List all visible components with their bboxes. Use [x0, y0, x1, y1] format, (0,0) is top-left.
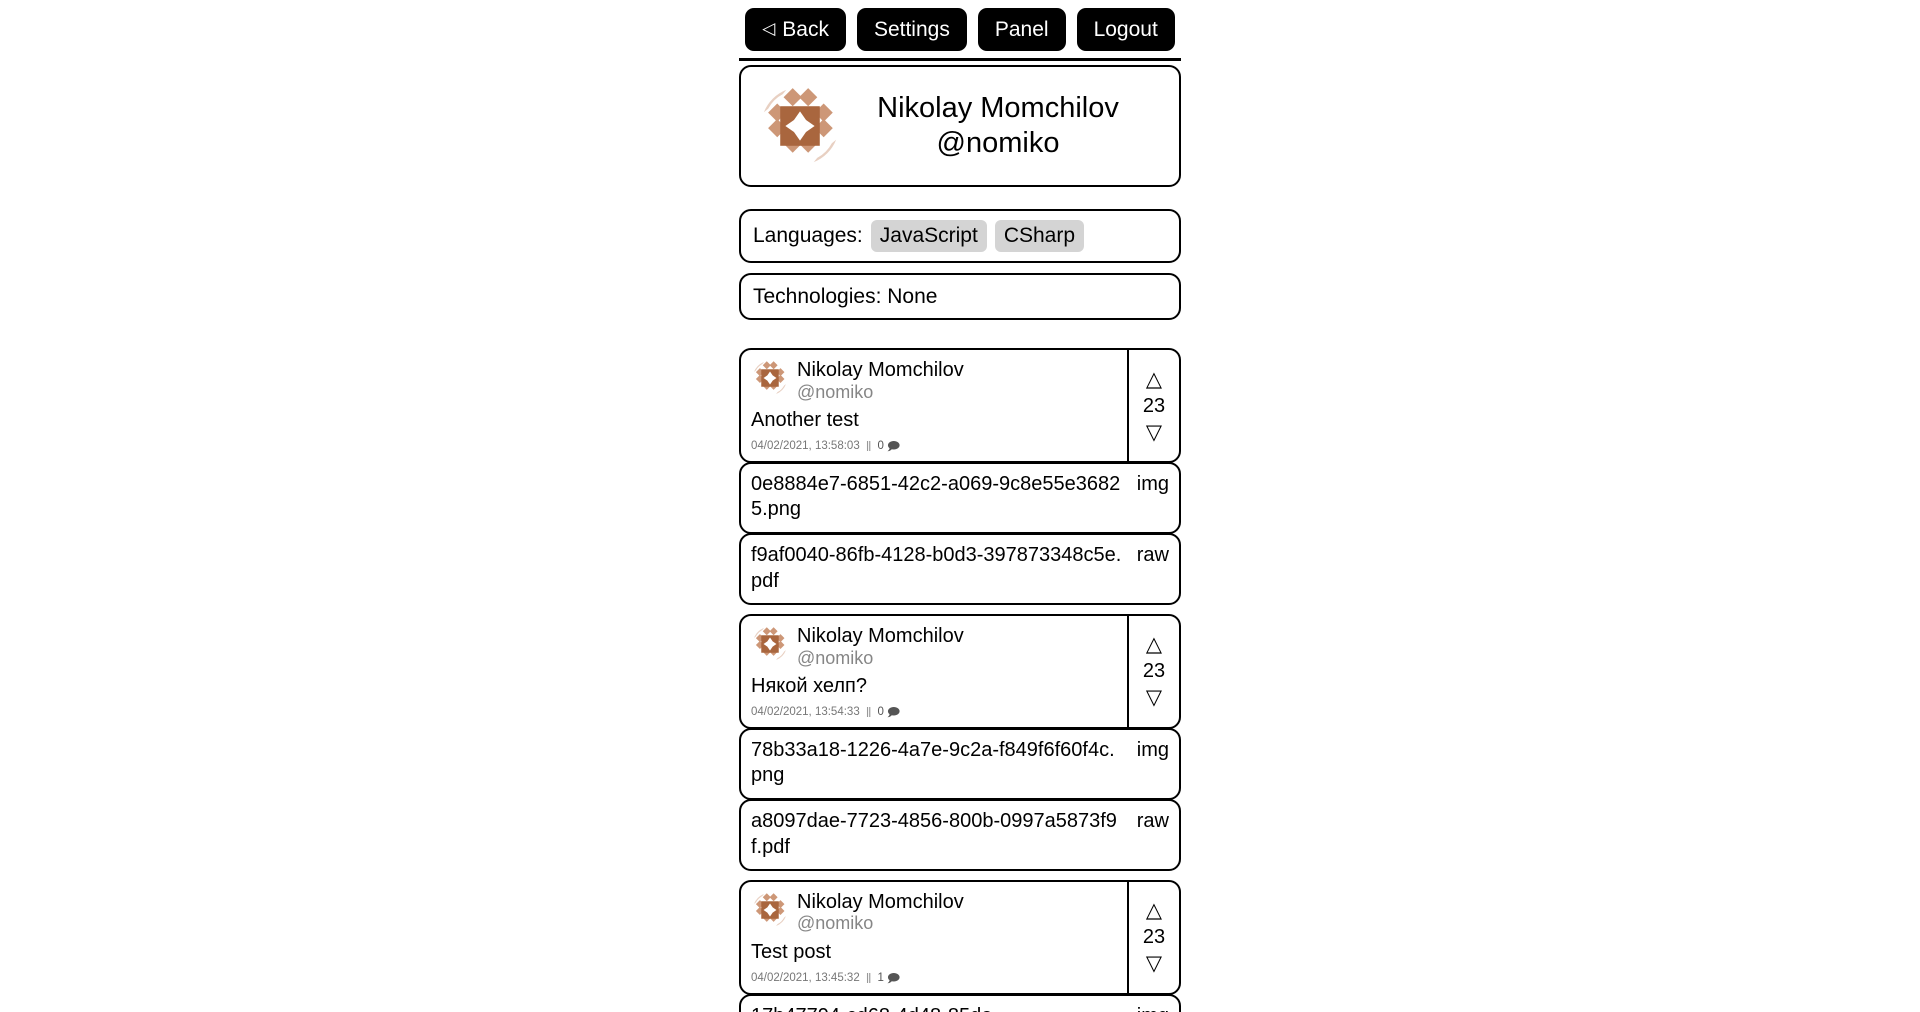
speech-bubble-icon: 🗩 [886, 704, 901, 719]
vote-column: △ 23 ▽ [1127, 882, 1179, 993]
post-footer: 04/02/2021, 13:58:03 ‖ 0 🗩 [751, 438, 1117, 454]
back-button-label: Back [782, 18, 829, 41]
upvote-icon[interactable]: △ [1145, 633, 1163, 657]
languages-label: Languages: [753, 224, 863, 248]
posts-feed: Nikolay Momchilov @nomiko Another test 0… [739, 348, 1181, 1012]
post-comment-count[interactable]: 0 🗩 [878, 706, 901, 718]
footer-separator: ‖ [865, 703, 872, 720]
speech-bubble-icon: 🗩 [886, 438, 901, 453]
vote-column: △ 23 ▽ [1127, 350, 1179, 461]
triangle-left-icon: ◁ [762, 19, 776, 38]
settings-button-label: Settings [873, 18, 950, 41]
attachment-kind[interactable]: img [1136, 738, 1169, 761]
top-navbar: ◁ Back Settings Panel Logout [0, 8, 1920, 51]
vote-score: 23 [1142, 394, 1166, 417]
profile-header-card: Nikolay Momchilov @nomiko [739, 65, 1181, 187]
upvote-icon[interactable]: △ [1145, 367, 1163, 391]
attachment-filename: f9af0040-86fb-4128-b0d3-397873348c5e.pdf [751, 543, 1122, 592]
post-title[interactable]: Another test [751, 408, 859, 431]
attachment-filename: 78b33a18-1226-4a7e-9c2a-f849f6f60f4c.png [751, 738, 1115, 787]
downvote-icon[interactable]: ▽ [1145, 420, 1163, 444]
vote-score: 23 [1142, 926, 1166, 949]
identicon-avatar [751, 359, 789, 398]
post-identity: Nikolay Momchilov @nomiko [797, 891, 964, 934]
post-author-handle: @nomiko [797, 647, 874, 668]
post-comment-count[interactable]: 1 🗩 [878, 972, 901, 984]
downvote-icon[interactable]: ▽ [1145, 686, 1163, 710]
post-identity: Nikolay Momchilov @nomiko [797, 625, 964, 668]
post-card[interactable]: Nikolay Momchilov @nomiko Another test 0… [739, 348, 1181, 463]
language-chip-csharp[interactable]: CSharp [994, 220, 1085, 253]
back-button[interactable]: ◁ Back [745, 8, 846, 51]
attachment-row[interactable]: f9af0040-86fb-4128-b0d3-397873348c5e.pdf… [739, 532, 1181, 606]
header-divider [739, 58, 1181, 61]
technologies-card: Technologies: None [739, 273, 1181, 321]
profile-name-block: Nikolay Momchilov @nomiko [843, 91, 1163, 161]
attachment-kind[interactable]: raw [1136, 809, 1169, 832]
post-block: Nikolay Momchilov @nomiko Test post 04/0… [739, 880, 1181, 1012]
vote-column: △ 23 ▽ [1127, 616, 1179, 727]
post-card[interactable]: Nikolay Momchilov @nomiko Test post 04/0… [739, 880, 1181, 995]
downvote-icon[interactable]: ▽ [1145, 952, 1163, 976]
post-main: Nikolay Momchilov @nomiko Някой хелп? 04… [741, 616, 1127, 727]
comment-count-value: 1 [877, 971, 884, 984]
post-timestamp: 04/02/2021, 13:45:32 [751, 971, 860, 984]
post-author-name: Nikolay Momchilov [797, 891, 964, 914]
identicon-avatar [751, 625, 789, 664]
post-footer: 04/02/2021, 13:45:32 ‖ 1 🗩 [751, 970, 1117, 986]
identicon-avatar [751, 891, 789, 930]
logout-button[interactable]: Logout [1076, 8, 1175, 51]
languages-card: Languages: JavaScript CSharp [739, 209, 1181, 264]
attachment-row[interactable]: a8097dae-7723-4856-800b-0997a5873f9f.pdf… [739, 798, 1181, 872]
attachment-filename: a8097dae-7723-4856-800b-0997a5873f9f.pdf [751, 809, 1117, 858]
comment-count-value: 0 [877, 705, 884, 718]
post-comment-count[interactable]: 0 🗩 [878, 440, 901, 452]
speech-bubble-icon: 🗩 [886, 970, 901, 985]
post-title[interactable]: Някой хелп? [751, 674, 867, 697]
profile-full-name: Nikolay Momchilov [877, 92, 1119, 125]
attachment-kind[interactable]: raw [1136, 543, 1169, 566]
technologies-label: Technologies: None [753, 284, 938, 308]
post-header: Nikolay Momchilov @nomiko [751, 359, 1117, 402]
footer-separator: ‖ [865, 437, 872, 454]
post-timestamp: 04/02/2021, 13:58:03 [751, 439, 860, 452]
upvote-icon[interactable]: △ [1145, 899, 1163, 923]
attachment-row[interactable]: 78b33a18-1226-4a7e-9c2a-f849f6f60f4c.png… [739, 727, 1181, 800]
post-block: Nikolay Momchilov @nomiko Another test 0… [739, 348, 1181, 606]
content-column: Nikolay Momchilov @nomiko Languages: Jav… [739, 58, 1181, 1012]
language-chip-javascript[interactable]: JavaScript [870, 220, 987, 253]
post-card[interactable]: Nikolay Momchilov @nomiko Някой хелп? 04… [739, 614, 1181, 729]
post-author-handle: @nomiko [797, 913, 874, 934]
post-footer: 04/02/2021, 13:54:33 ‖ 0 🗩 [751, 704, 1117, 720]
post-title[interactable]: Test post [751, 940, 832, 963]
attachment-filename: 17b47794-cd68-4d48-85de- [751, 1004, 1125, 1012]
post-author-name: Nikolay Momchilov [797, 625, 964, 648]
post-author-handle: @nomiko [797, 381, 874, 402]
attachment-kind[interactable]: img [1137, 1004, 1169, 1012]
post-timestamp: 04/02/2021, 13:54:33 [751, 705, 860, 718]
attachment-filename: 0e8884e7-6851-42c2-a069-9c8e55e36825.png [751, 472, 1121, 521]
settings-button[interactable]: Settings [856, 8, 967, 51]
logout-button-label: Logout [1093, 18, 1158, 41]
post-header: Nikolay Momchilov @nomiko [751, 891, 1117, 934]
post-main: Nikolay Momchilov @nomiko Another test 0… [741, 350, 1127, 461]
post-author-name: Nikolay Momchilov [797, 359, 964, 382]
comment-count-value: 0 [877, 439, 884, 452]
attachment-row[interactable]: 17b47794-cd68-4d48-85de- img [739, 993, 1181, 1012]
profile-handle: @nomiko [936, 127, 1060, 159]
post-main: Nikolay Momchilov @nomiko Test post 04/0… [741, 882, 1127, 993]
post-header: Nikolay Momchilov @nomiko [751, 625, 1117, 668]
footer-separator: ‖ [865, 969, 872, 986]
panel-button-label: Panel [994, 18, 1049, 41]
vote-score: 23 [1142, 660, 1166, 683]
panel-button[interactable]: Panel [977, 8, 1066, 51]
identicon-avatar [757, 83, 843, 169]
post-identity: Nikolay Momchilov @nomiko [797, 359, 964, 402]
post-block: Nikolay Momchilov @nomiko Някой хелп? 04… [739, 614, 1181, 872]
attachment-kind[interactable]: img [1136, 472, 1169, 495]
attachment-row[interactable]: 0e8884e7-6851-42c2-a069-9c8e55e36825.png… [739, 461, 1181, 534]
